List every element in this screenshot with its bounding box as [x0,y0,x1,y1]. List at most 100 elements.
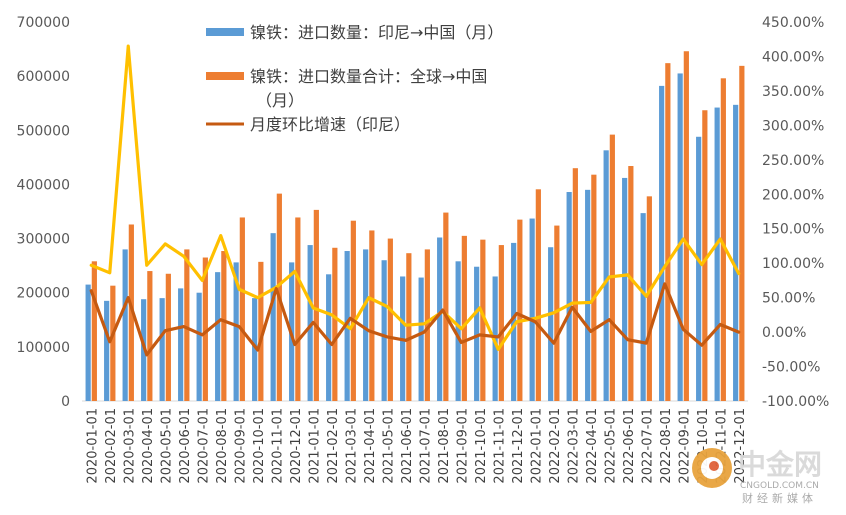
x-tick-label: 2022-06-01 [622,408,637,484]
right-tick-label: 100.00% [762,256,824,272]
bar-global [591,174,597,401]
x-tick-label: 2021-05-01 [381,408,396,484]
bar-global [702,110,708,401]
left-tick-label: 600000 [17,69,70,85]
bar-indonesia [733,104,739,401]
x-tick-label: 2021-12-01 [511,408,526,484]
bar-global [739,65,745,402]
bar-global [295,217,301,401]
line-series-yellow [89,44,741,351]
bar-indonesia [437,237,443,401]
bar-indonesia [585,189,591,401]
x-tick-label: 2022-05-01 [603,408,618,484]
bar-global [184,249,190,401]
bar-global [443,212,449,401]
bar-indonesia [696,136,702,401]
x-axis-ticks: 2020-01-01 2020-02-01 2020-03-01 2020-04-01… [85,408,748,484]
right-tick-label: 150.00% [762,222,824,238]
watermark: 中金网 CNGOLD.COM.CN 财经新媒体 [692,448,822,505]
legend-label-indonesia: 镍铁：进口数量：印尼→中国（月） [250,23,503,42]
x-tick-label: 2020-01-01 [85,408,100,484]
bar-global [147,271,153,401]
x-tick-label: 2022-04-01 [585,408,600,484]
legend-label-global-wrap: （月） [256,91,304,110]
bar-global [461,235,467,401]
bar-global [239,217,245,401]
legend-swatch-indonesia [206,28,244,36]
left-tick-label: 400000 [17,177,70,193]
bar-indonesia [529,218,535,401]
bar-global [369,230,375,401]
x-tick-label: 2020-07-01 [196,408,211,484]
bar-indonesia [381,260,387,401]
bar-global [628,166,634,401]
x-tick-label: 2020-12-01 [289,408,304,484]
x-tick-label: 2020-04-01 [141,408,156,484]
bar-indonesia [548,247,554,401]
left-tick-label: 200000 [17,286,70,302]
watermark-site: CNGOLD.COM.CN [740,481,819,491]
bar-global [646,196,652,401]
bar-indonesia [159,298,165,401]
bar-indonesia [252,298,258,401]
bar-indonesia [215,272,221,401]
bar-global [128,224,134,401]
bar-global [609,134,615,401]
bar-global [110,285,116,401]
x-tick-label: 2020-10-01 [252,408,267,484]
bar-indonesia [307,245,313,401]
x-tick-label: 2021-02-01 [326,408,341,484]
right-tick-label: 350.00% [762,84,824,100]
x-tick-label: 2021-01-01 [307,408,322,484]
watermark-logo-dot-icon [709,461,719,471]
bar-global [572,168,578,401]
bar-global [683,51,689,402]
bar-global [387,238,393,401]
bar-indonesia [455,261,461,401]
x-tick-label: 2020-02-01 [104,408,119,484]
x-tick-label: 2021-10-01 [474,408,489,484]
bar-global [480,239,486,401]
bar-global [720,78,726,401]
right-tick-label: 50.00% [762,291,815,307]
bar-indonesia [270,233,276,401]
legend-label-mom: 月度环比增速（印尼） [250,115,410,134]
bar-global [517,219,523,401]
left-tick-label: 300000 [17,232,70,248]
bar-indonesia [233,262,239,401]
bar-global [313,209,319,401]
x-tick-label: 2022-07-01 [640,408,655,484]
x-tick-label: 2020-03-01 [122,408,137,484]
bar-indonesia [714,107,720,402]
watermark-brand: 中金网 [738,448,822,481]
x-tick-label: 2020-05-01 [159,408,174,484]
right-tick-label: 200.00% [762,187,824,203]
bar-indonesia [196,292,202,401]
x-tick-label: 2020-09-01 [233,408,248,484]
x-tick-label: 2021-09-01 [455,408,470,484]
left-tick-label: 500000 [17,123,70,139]
bar-global [424,249,430,401]
x-tick-label: 2022-09-01 [677,408,692,484]
right-tick-label: -50.00% [762,360,820,376]
bar-global [535,189,541,401]
bar-global [498,245,504,401]
right-tick-label: 450.00% [762,15,824,31]
bar-global [350,220,356,401]
bar-global [165,273,171,401]
x-tick-label: 2021-06-01 [400,408,415,484]
bar-indonesia [511,242,517,401]
bar-indonesia [326,274,332,401]
bar-indonesia [363,249,369,401]
x-tick-label: 2021-03-01 [344,408,359,484]
left-tick-label: 0 [61,394,70,410]
x-tick-label: 2020-11-01 [270,408,285,484]
right-tick-label: 0.00% [762,325,806,341]
bar-indonesia [122,249,128,401]
bar-indonesia [566,192,572,401]
bar-indonesia [659,85,665,401]
bar-indonesia [640,213,646,401]
right-tick-label: 400.00% [762,49,824,65]
bar-indonesia [677,73,683,401]
bar-global [406,253,412,401]
